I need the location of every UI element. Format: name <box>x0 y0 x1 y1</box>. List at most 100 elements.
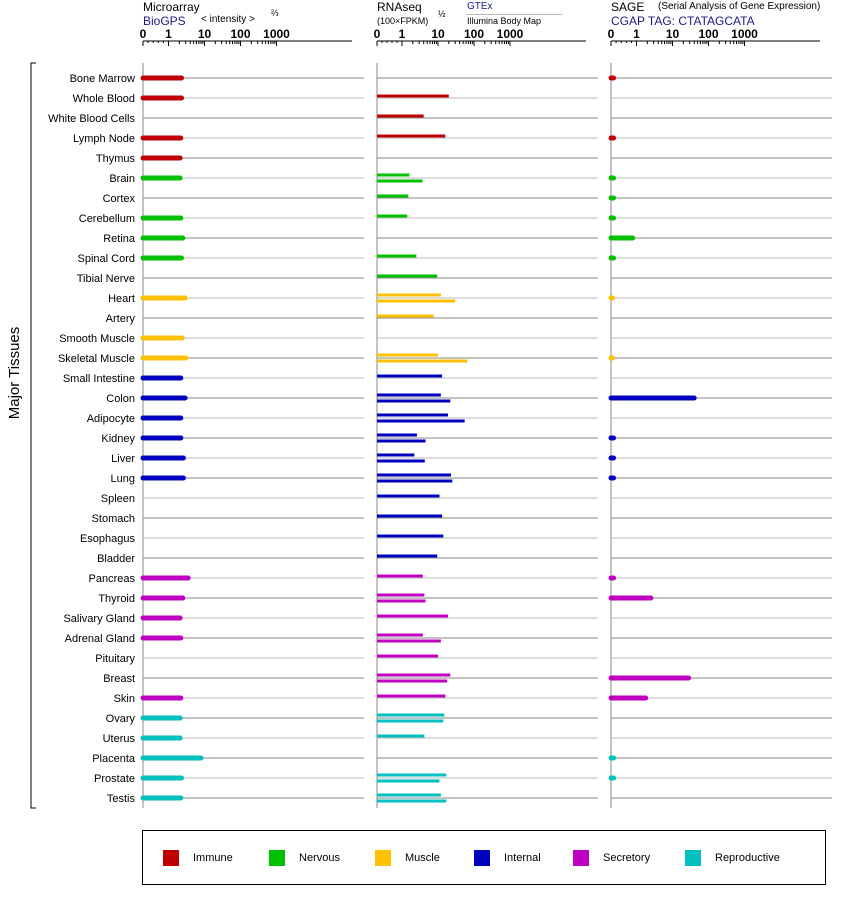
rnaseq-ibm-bar-prostate <box>377 779 440 783</box>
rnaseq-gtex-bar-lymph-node <box>377 134 446 138</box>
microarray-tick-label: 1000 <box>263 27 290 41</box>
tissue-label-brain: Brain <box>109 173 135 185</box>
legend-label-immune: Immune <box>193 852 233 864</box>
sage-tick-label: 1 <box>633 27 640 41</box>
tissue-label-skeletal-muscle: Skeletal Muscle <box>58 353 135 365</box>
rnaseq-tick-label: 10 <box>431 27 445 41</box>
rnaseq-source-divider <box>466 14 562 15</box>
tissue-label-lymph-node: Lymph Node <box>73 133 135 145</box>
rnaseq-ibm-bar-liver <box>377 459 425 463</box>
rnaseq-gtex-bar-uterus <box>377 734 425 738</box>
major-tissues-label: Major Tissues <box>6 327 23 420</box>
tissue-label-skin: Skin <box>114 693 135 705</box>
legend: Immune Nervous Muscle Internal Secretory… <box>142 830 826 885</box>
rnaseq-gtex-bar-cerebellum <box>377 214 408 218</box>
rnaseq-gtex-bar-salivary-gland <box>377 614 449 618</box>
tissue-label-whole-blood: Whole Blood <box>73 93 135 105</box>
rnaseq-gtex-bar-heart <box>377 293 441 297</box>
microarray-tick-label: 0 <box>140 27 147 41</box>
sage-tick-label: 100 <box>698 27 718 41</box>
rnaseq-tick-label: 1 <box>399 27 406 41</box>
rnaseq-tick-label: 1000 <box>497 27 524 41</box>
rnaseq-gtex-bar-ovary <box>377 713 445 717</box>
rnaseq-ibm-bar-colon <box>377 399 451 403</box>
rnaseq-gtex-bar-colon <box>377 393 441 397</box>
rnaseq-gtex-bar-brain <box>377 173 410 177</box>
rnaseq-gtex-bar-white-blood-cells <box>377 114 424 118</box>
rnaseq-gtex-bar-pituitary <box>377 654 438 658</box>
tissue-label-bladder: Bladder <box>97 553 135 565</box>
sage-tick-label: 0 <box>608 27 615 41</box>
legend-swatch-immune <box>163 850 179 866</box>
rnaseq-tick-label: 100 <box>464 27 484 41</box>
sage-tick-label: 10 <box>666 27 680 41</box>
legend-swatch-nervous <box>269 850 285 866</box>
legend-label-nervous: Nervous <box>299 852 340 864</box>
sage-source: CGAP TAG: CTATAGCATA <box>611 14 755 28</box>
rnaseq-gtex-bar-breast <box>377 673 451 677</box>
tissue-label-prostate: Prostate <box>94 773 135 785</box>
rnaseq-gtex-bar-adrenal-gland <box>377 633 423 637</box>
tissue-label-kidney: Kidney <box>101 433 135 445</box>
tissue-label-colon: Colon <box>106 393 135 405</box>
microarray-title: Microarray <box>143 0 200 14</box>
rnaseq-gtex-bar-prostate <box>377 773 447 777</box>
rnaseq-gtex-bar-skin <box>377 694 446 698</box>
sage-tick-label: 1000 <box>731 27 758 41</box>
legend-label-internal: Internal <box>504 852 541 864</box>
rnaseq-gtex-bar-pancreas <box>377 574 423 578</box>
legend-label-reproductive: Reproductive <box>715 852 780 864</box>
tissue-label-white-blood-cells: White Blood Cells <box>48 113 135 125</box>
legend-swatch-reproductive <box>685 850 701 866</box>
tissue-label-pituitary: Pituitary <box>95 653 135 665</box>
rnaseq-source-illumina: Illumina Body Map <box>467 16 542 26</box>
tissue-label-heart: Heart <box>108 293 135 305</box>
rnaseq-gtex-bar-testis <box>377 793 441 797</box>
rnaseq-ibm-bar-adipocyte <box>377 419 465 423</box>
microarray-unit: < intensity > <box>201 14 255 25</box>
rnaseq-ibm-bar-brain <box>377 179 423 183</box>
rnaseq-tick-label: 0 <box>374 27 381 41</box>
tissue-label-artery: Artery <box>106 313 136 325</box>
rnaseq-gtex-bar-thyroid <box>377 593 425 597</box>
legend-swatch-internal <box>474 850 490 866</box>
rnaseq-ibm-bar-ovary <box>377 719 444 723</box>
microarray-tick-label: 100 <box>230 27 250 41</box>
rnaseq-gtex-bar-stomach <box>377 514 443 518</box>
rnaseq-ibm-bar-heart <box>377 299 456 303</box>
tissue-label-testis: Testis <box>107 793 136 805</box>
tissue-label-tibial-nerve: Tibial Nerve <box>77 273 135 285</box>
tissue-label-stomach: Stomach <box>92 513 135 525</box>
rnaseq-ibm-bar-testis <box>377 799 447 803</box>
tissue-label-cerebellum: Cerebellum <box>79 213 135 225</box>
tissue-label-retina: Retina <box>103 233 136 245</box>
rnaseq-gtex-bar-small-intestine <box>377 374 443 378</box>
legend-label-secretory: Secretory <box>603 852 651 864</box>
tissue-label-thymus: Thymus <box>96 153 136 165</box>
rnaseq-ibm-bar-thyroid <box>377 599 426 603</box>
legend-label-muscle: Muscle <box>405 852 440 864</box>
rnaseq-gtex-bar-artery <box>377 314 434 318</box>
rnaseq-ibm-bar-adrenal-gland <box>377 639 441 643</box>
tissue-label-small-intestine: Small Intestine <box>63 373 135 385</box>
sage-subtitle: (Serial Analysis of Gene Expression) <box>658 1 821 12</box>
tissue-label-spleen: Spleen <box>101 493 135 505</box>
rnaseq-ibm-bar-kidney <box>377 439 426 443</box>
rnaseq-gtex-bar-tibial-nerve <box>377 274 438 278</box>
rnaseq-gtex-bar-liver <box>377 453 415 457</box>
rnaseq-unit: (100×FPKM) <box>377 16 429 26</box>
tissue-label-ovary: Ovary <box>106 713 136 725</box>
tissue-label-spinal-cord: Spinal Cord <box>78 253 135 265</box>
tissue-label-pancreas: Pancreas <box>89 573 136 585</box>
tissue-label-adipocyte: Adipocyte <box>87 413 135 425</box>
microarray-tick-label: 1 <box>165 27 172 41</box>
legend-swatch-muscle <box>375 850 391 866</box>
microarray-source: BioGPS <box>143 14 186 28</box>
tissue-label-thyroid: Thyroid <box>98 593 135 605</box>
rnaseq-gtex-bar-spleen <box>377 494 440 498</box>
sage-title: SAGE <box>611 0 645 14</box>
rnaseq-ibm-bar-breast <box>377 679 448 683</box>
tissue-label-placenta: Placenta <box>92 753 136 765</box>
